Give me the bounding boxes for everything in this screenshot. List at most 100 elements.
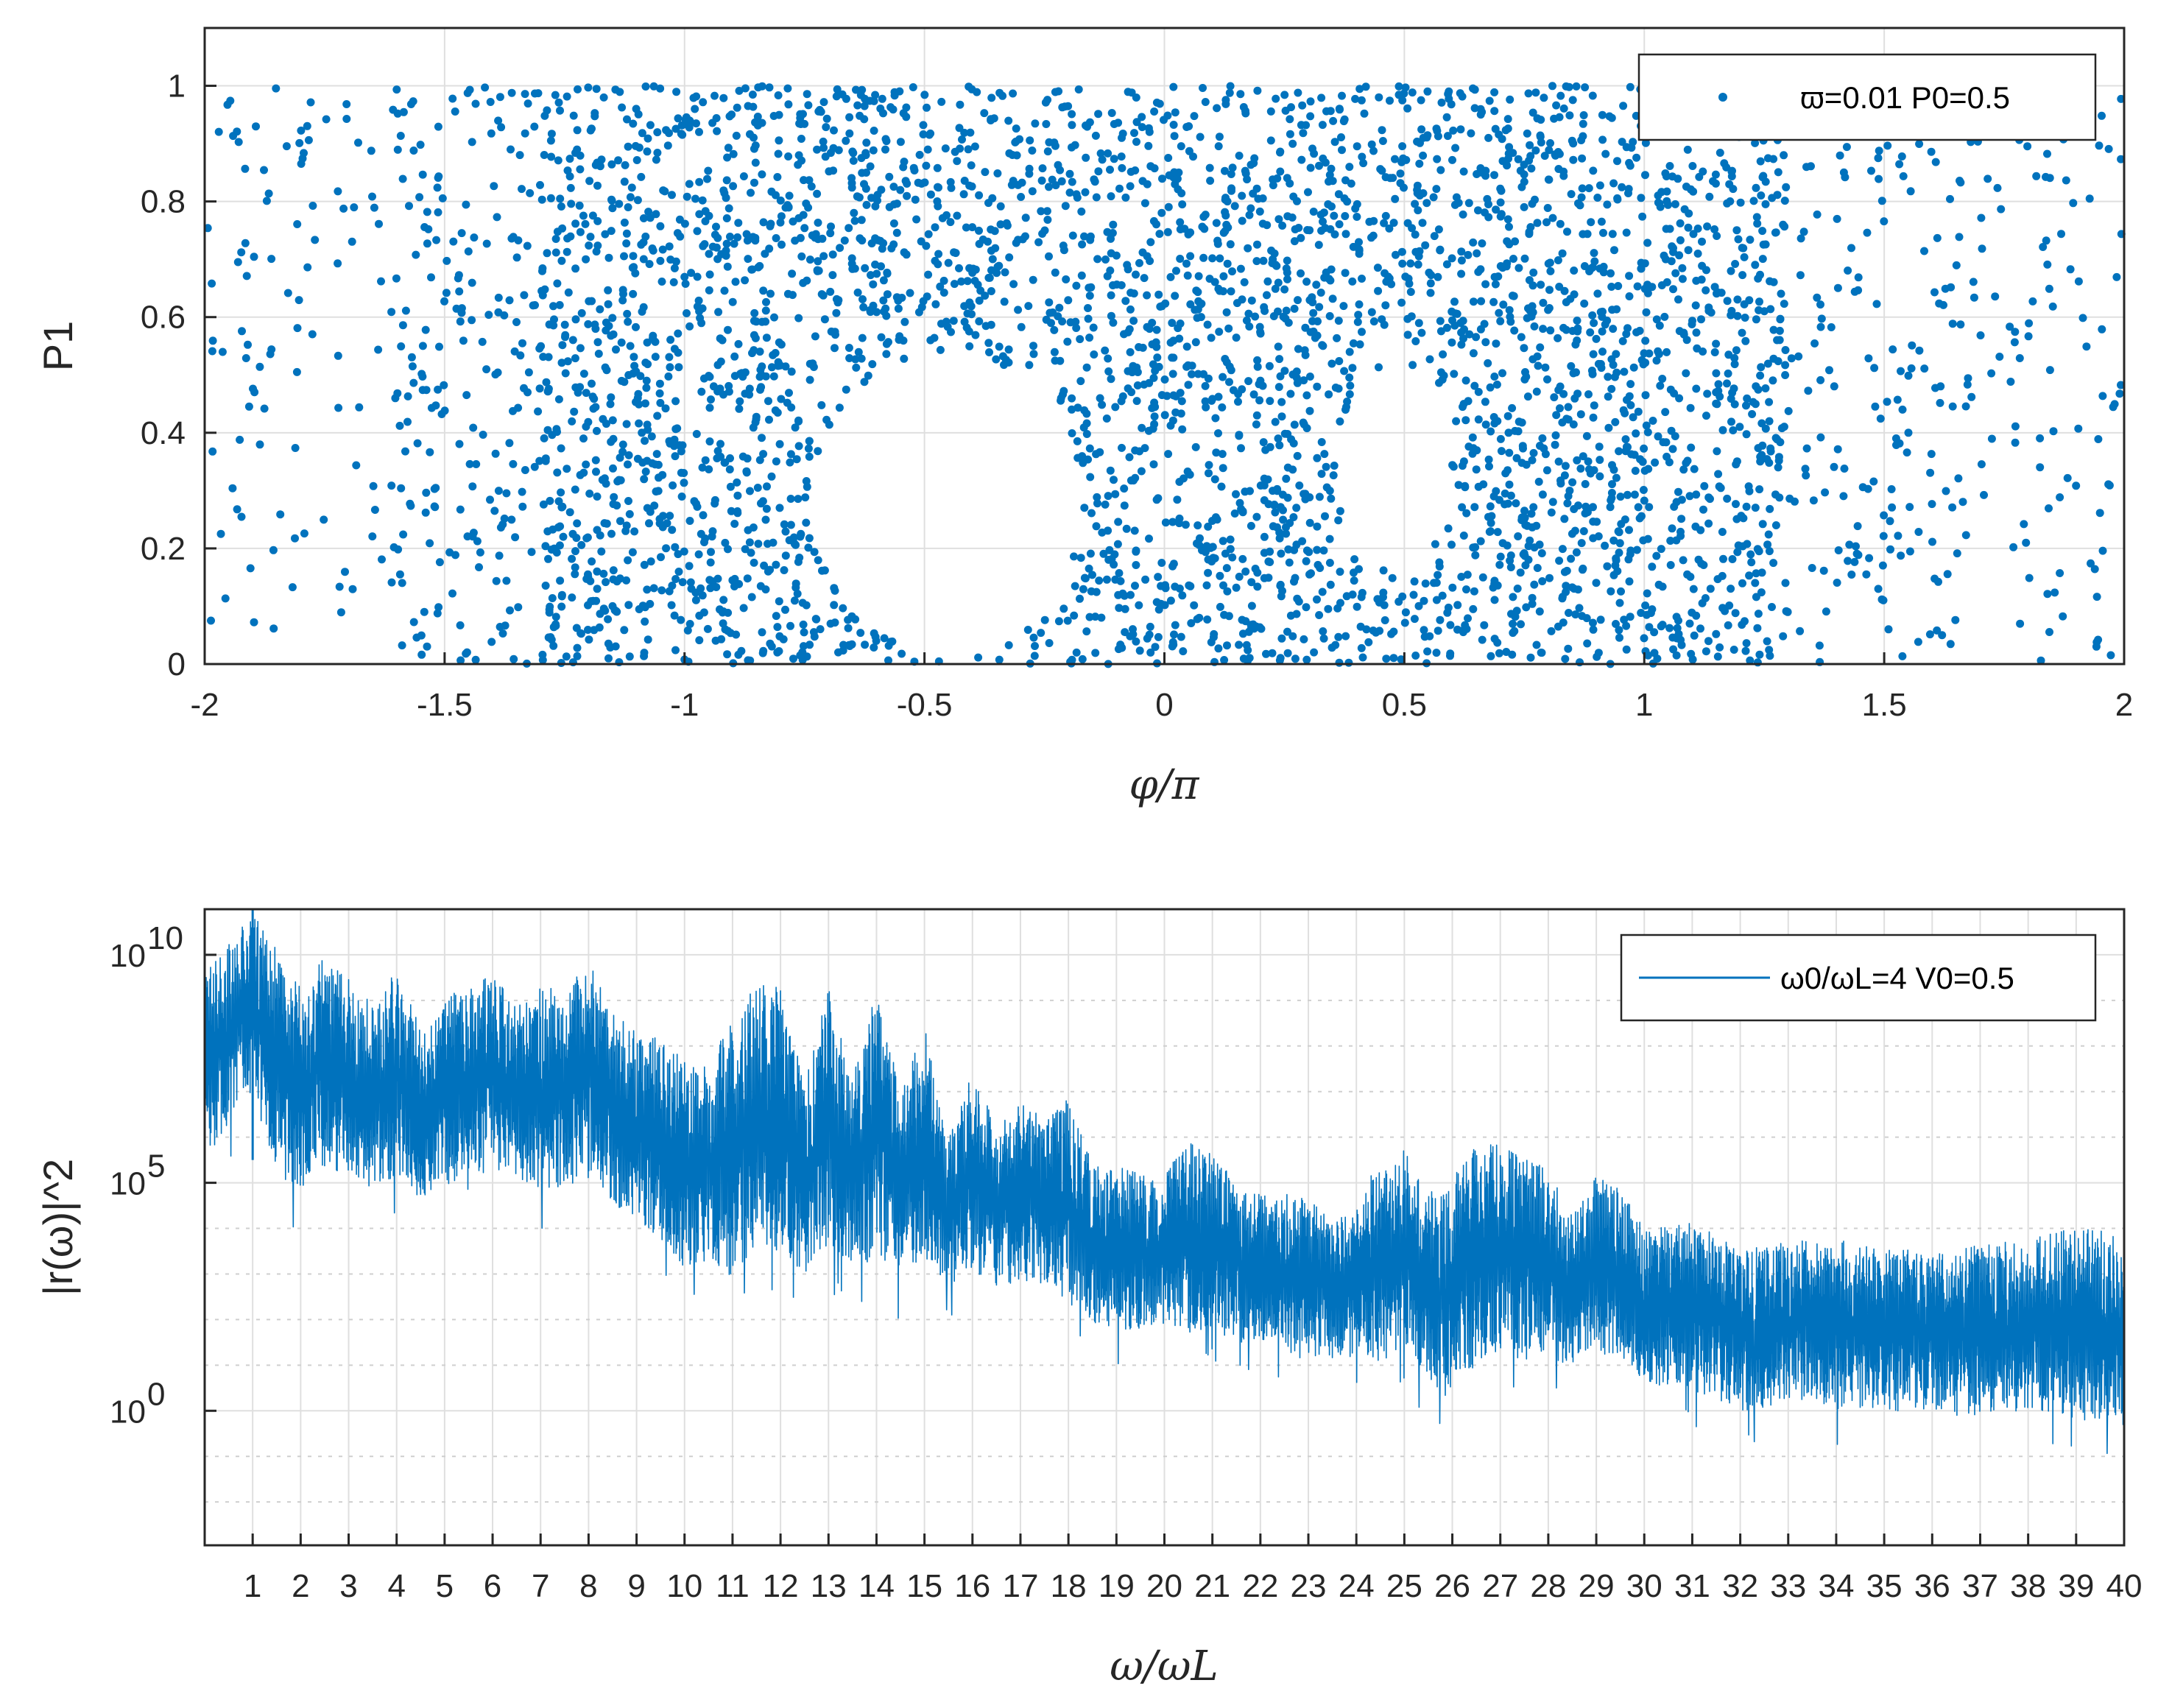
- scatter-point: [1146, 162, 1155, 171]
- scatter-point: [830, 126, 838, 135]
- scatter-point: [509, 459, 518, 468]
- scatter-point: [554, 156, 563, 165]
- scatter-point: [884, 656, 892, 665]
- scatter-point: [866, 162, 875, 171]
- scatter-point: [531, 301, 539, 309]
- scatter-point: [537, 286, 546, 295]
- scatter-point: [1578, 612, 1587, 621]
- scatter-point: [705, 576, 714, 585]
- scatter-point: [1453, 601, 1462, 610]
- scatter-point: [869, 301, 878, 310]
- scatter-point: [1224, 324, 1233, 333]
- scatter-point: [761, 250, 769, 258]
- scatter-point: [1219, 537, 1227, 546]
- scatter-point: [1459, 532, 1468, 540]
- scatter-point: [1077, 271, 1086, 280]
- scatter-point: [490, 507, 499, 515]
- scatter-point: [614, 156, 623, 165]
- scatter-point: [2117, 381, 2125, 389]
- scatter-point: [1629, 363, 1638, 372]
- scatter-point: [1946, 194, 1954, 203]
- scatter-point: [992, 269, 1001, 278]
- scatter-point: [1679, 556, 1688, 565]
- spectrum-y-label: |r(ω)|^2: [35, 1159, 81, 1296]
- scatter-point: [691, 596, 700, 604]
- scatter-point: [1090, 350, 1099, 359]
- scatter-point: [1131, 446, 1140, 455]
- scatter-point: [775, 440, 784, 448]
- scatter-point: [701, 534, 710, 543]
- scatter-point: [730, 239, 738, 248]
- scatter-point: [1457, 340, 1466, 349]
- scatter-point: [1161, 299, 1170, 308]
- scatter-point: [1686, 403, 1695, 412]
- scatter-point: [744, 255, 752, 264]
- scatter-point: [713, 574, 722, 583]
- scatter-point: [995, 88, 1004, 97]
- scatter-point: [1484, 455, 1493, 464]
- scatter-point: [898, 649, 906, 658]
- scatter-point: [1247, 601, 1256, 610]
- scatter-point: [1746, 550, 1755, 559]
- scatter-point: [521, 129, 529, 138]
- scatter-point: [1114, 518, 1123, 526]
- scatter-point: [1396, 179, 1405, 188]
- scatter-point: [1207, 334, 1216, 342]
- scatter-point: [1905, 547, 1914, 556]
- scatter-point: [658, 523, 667, 532]
- scatter-point: [1834, 546, 1843, 554]
- scatter-point: [2025, 319, 2034, 328]
- scatter-point: [680, 272, 689, 281]
- scatter-point: [691, 588, 700, 597]
- scatter-point: [926, 336, 935, 345]
- scatter-legend-marker: [1718, 93, 1727, 102]
- spectrum-x-tick-label: 17: [1002, 1568, 1038, 1604]
- scatter-point: [713, 233, 722, 242]
- scatter-point: [1018, 178, 1026, 187]
- scatter-point: [1766, 305, 1775, 314]
- scatter-point: [674, 568, 683, 576]
- scatter-point: [1817, 314, 1826, 323]
- scatter-point: [1132, 397, 1141, 406]
- scatter-point: [571, 485, 579, 494]
- scatter-point: [1478, 239, 1487, 248]
- scatter-point: [1743, 540, 1752, 548]
- scatter-point: [1204, 374, 1213, 383]
- scatter-point: [1794, 352, 1803, 361]
- scatter-point: [1581, 480, 1590, 488]
- scatter-point: [1104, 367, 1113, 375]
- spectrum-x-ticks: 1 2 3 4 5 6 7 8 9 10 11 12 13 14 15 16 17 18 19 20 21 22 23 24 2…: [244, 1534, 2142, 1604]
- scatter-point: [1071, 582, 1079, 590]
- scatter-point: [1302, 121, 1311, 130]
- scatter-point: [712, 222, 720, 231]
- scatter-point: [950, 248, 959, 257]
- scatter-point: [607, 331, 616, 340]
- scatter-point: [2048, 302, 2057, 311]
- scatter-point: [1498, 157, 1507, 166]
- scatter-point: [1029, 350, 1038, 359]
- scatter-point: [984, 199, 992, 208]
- scatter-point: [775, 597, 783, 606]
- scatter-point: [434, 208, 442, 216]
- scatter-point: [817, 290, 826, 299]
- scatter-point: [1381, 173, 1390, 182]
- scatter-point: [1247, 578, 1256, 587]
- scatter-point: [1205, 469, 1213, 478]
- scatter-point: [1622, 645, 1631, 654]
- scatter-point: [965, 342, 974, 350]
- scatter-point: [1037, 629, 1045, 638]
- scatter-point: [1306, 97, 1315, 106]
- scatter-point: [1358, 275, 1366, 283]
- scatter-point: [244, 340, 252, 349]
- scatter-point: [2022, 538, 2031, 547]
- scatter-point: [1727, 395, 1735, 403]
- scatter-point: [1080, 232, 1088, 241]
- scatter-point: [1203, 320, 1212, 329]
- scatter-point: [671, 543, 680, 551]
- scatter-point: [721, 538, 730, 547]
- spectrum-x-tick-label: 4: [387, 1568, 405, 1604]
- scatter-point: [1476, 325, 1485, 334]
- scatter-point: [607, 227, 616, 236]
- scatter-point: [608, 314, 617, 322]
- scatter-point: [629, 289, 638, 298]
